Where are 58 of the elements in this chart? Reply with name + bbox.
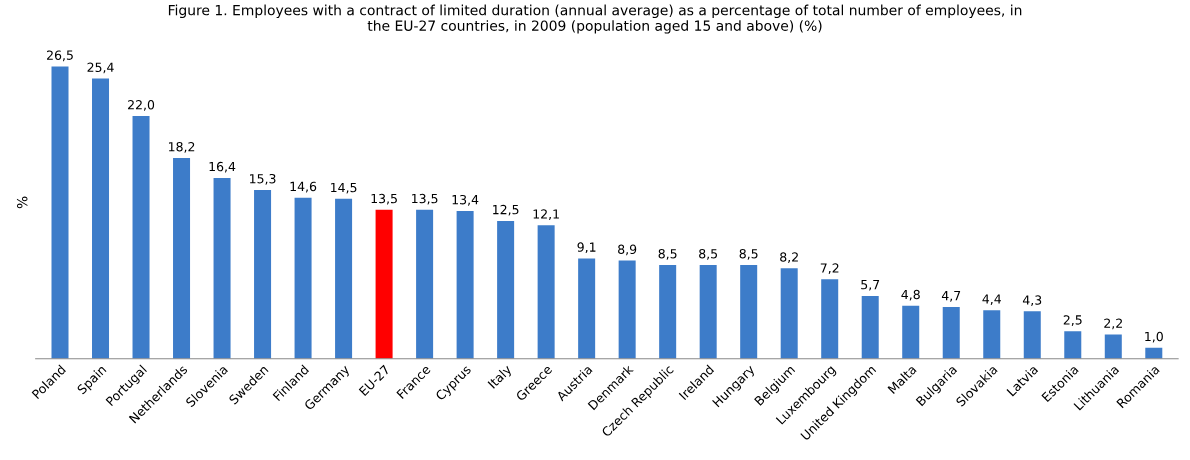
data-label: 12,1	[533, 209, 559, 220]
bar	[375, 209, 393, 359]
bar	[861, 295, 879, 359]
bar	[294, 197, 312, 359]
bar	[254, 190, 272, 359]
data-label: 4,3	[1022, 295, 1042, 307]
y-axis-title: %	[16, 196, 28, 209]
bar	[335, 198, 353, 359]
bar	[699, 265, 717, 359]
data-label: 26,5	[47, 50, 73, 62]
bar	[213, 177, 231, 359]
bar	[1023, 311, 1041, 359]
bar	[902, 305, 920, 359]
bar	[173, 158, 191, 359]
data-label: 12,5	[493, 204, 519, 216]
data-label: 2,5	[1063, 315, 1082, 326]
chart-title: Figure 1. Employees with a contract of limited duration (annual average) as a percentage of total number of employees, in the EU-27 countries, in 2009 (population aged 15 and above) (%)	[168, 4, 1022, 34]
data-label: 14,5	[331, 182, 357, 194]
bar	[821, 279, 839, 359]
data-label: 5,7	[861, 280, 880, 291]
data-label: 13,4	[452, 194, 479, 206]
data-label: 4,7	[941, 291, 961, 302]
bar	[740, 265, 758, 359]
bar	[456, 210, 474, 359]
bar	[780, 268, 798, 359]
bar	[942, 306, 960, 359]
data-label: 8,5	[739, 248, 758, 260]
bar	[659, 265, 677, 359]
bar	[1145, 347, 1163, 359]
data-label: 16,4	[209, 161, 236, 173]
data-label: 8,9	[618, 244, 637, 256]
bar	[416, 209, 434, 359]
bar	[578, 258, 596, 359]
data-label: 9,1	[577, 242, 596, 254]
data-label: 14,6	[290, 181, 317, 193]
bar	[1104, 334, 1122, 359]
data-label: 25,4	[87, 62, 114, 74]
data-label: 4,4	[982, 294, 1001, 305]
bar	[1064, 331, 1082, 359]
data-label: 13,5	[412, 193, 438, 205]
bar	[537, 225, 555, 359]
data-label: 8,5	[699, 248, 718, 260]
data-label: 18,2	[169, 141, 195, 153]
data-label: 8,2	[780, 252, 798, 264]
bar	[51, 66, 69, 359]
data-label: 2,2	[1104, 318, 1122, 330]
bar	[92, 78, 110, 359]
data-label: 4,8	[901, 289, 920, 301]
data-label: 1,0	[1145, 331, 1163, 343]
bar	[132, 116, 150, 359]
data-label: 22,0	[128, 100, 155, 111]
bar	[983, 310, 1001, 359]
data-label: 13,5	[371, 193, 397, 205]
data-label: 15,3	[250, 173, 276, 185]
data-label: 7,2	[820, 263, 839, 275]
data-label: 8,5	[658, 248, 677, 260]
bar	[618, 260, 636, 359]
bar	[497, 220, 515, 359]
